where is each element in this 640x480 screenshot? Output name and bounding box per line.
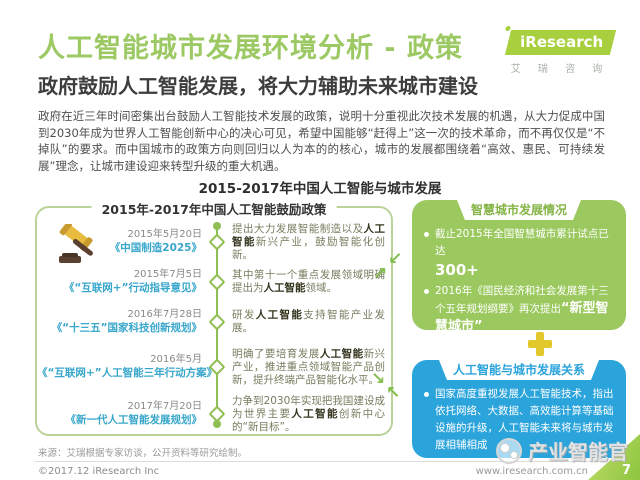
timeline-policy: 《“互联网+”人工智能三年行动方案》 bbox=[37, 367, 218, 379]
iresearch-logo-band: iResearch bbox=[504, 26, 617, 55]
exchange-arrows-icon: ↙ ↗ bbox=[373, 249, 403, 284]
smart-city-box-title: 智慧城市发展情况 bbox=[457, 200, 581, 220]
timeline-desc: 研发人工智能支持智能产业发展。 bbox=[232, 309, 385, 334]
timeline-policy: 《中国制造2025》 bbox=[109, 242, 202, 254]
figure-title: 2015-2017年中国人工智能与城市发展 bbox=[198, 181, 442, 197]
timeline-policy: 《“十三五”国家科技创新规划》 bbox=[51, 322, 202, 334]
timeline-row: 2015年5月20日 《中国制造2025》 提出大力发展智能制造以及人工智能新兴… bbox=[37, 222, 391, 262]
relation-box-title: 人工智能与城市发展关系 bbox=[439, 360, 599, 380]
website-url: www.iresearch.com.cn bbox=[475, 466, 588, 477]
timeline-date: 2016年7月28日 bbox=[127, 309, 202, 320]
logo-chinese-name: 艾 瑞 咨 询 bbox=[510, 64, 610, 75]
timeline-node-icon bbox=[208, 358, 226, 376]
footer-divider bbox=[35, 461, 605, 462]
exchange-arrows-icon: ↘ ↖ bbox=[371, 369, 401, 403]
timeline-node-icon bbox=[208, 273, 226, 291]
watermark-text: 产业智能官 bbox=[528, 440, 628, 464]
page-number: 7 bbox=[621, 463, 631, 478]
intro-paragraph: 政府在近三年时间密集出台鼓励人工智能技术发展的政策，说明十分重视此次技术发展的机… bbox=[38, 109, 605, 173]
bullet-dot-icon bbox=[424, 289, 429, 294]
policy-timeline-box: 2015年-2017年中国人工智能鼓励政策 2015年5月20日 《中国制造20… bbox=[35, 199, 393, 436]
watermark: 产业智能官 bbox=[496, 436, 628, 465]
smart-city-bullet: 2016年《国民经济和社会发展第十三个五年规划纲要》再次提出“新型智慧城市” bbox=[424, 283, 615, 336]
source-note: 来源：艾瑞根据专家访谈，公开资料等研究绘制。 bbox=[38, 448, 248, 459]
timeline-desc: 其中第十一个重点发展领域明确提出为人工智能领域。 bbox=[232, 269, 385, 294]
logo-dot-icon bbox=[504, 26, 512, 31]
timeline-row: 2015年7月5日 《“互联网+”行动指导意见》 其中第十一个重点发展领域明确提… bbox=[37, 262, 391, 302]
new-smart-city-term: “新型智慧城市” bbox=[435, 301, 609, 334]
timeline-policy: 《“互联网+”行动指导意见》 bbox=[63, 282, 202, 294]
smart-city-box: 智慧城市发展情况 截止2015年全国智慧城市累计试点已达 300+ 2016年《国… bbox=[412, 200, 626, 334]
page-subtitle: 政府鼓励人工智能发展，将大力辅助未来城市建设 bbox=[38, 74, 478, 98]
bullet-dot-icon bbox=[424, 232, 429, 237]
copyright: ©2017.12 iResearch Inc bbox=[38, 466, 160, 477]
timeline-node-icon bbox=[208, 233, 226, 251]
watermark-logo-icon bbox=[496, 437, 522, 464]
timeline-policy: 《新一代人工智能发展规划》 bbox=[65, 414, 203, 426]
timeline-row: 2017年7月20日 《新一代人工智能发展规划》 力争到2030年实现把我国建设… bbox=[37, 392, 391, 436]
pilot-count: 300+ bbox=[435, 261, 479, 279]
page-title: 人工智能城市发展环境分析 - 政策 bbox=[38, 33, 464, 64]
iresearch-logo: iResearch 艾 瑞 咨 询 bbox=[504, 26, 617, 75]
ai-city-relation-box: 人工智能与城市发展关系 国家高度重视发展人工智能技术，指出依托网络、大数据、高效… bbox=[412, 360, 626, 458]
bullet-dot-icon bbox=[424, 392, 429, 397]
timeline-date: 2015年7月5日 bbox=[133, 269, 202, 280]
smart-city-bullet: 截止2015年全国智慧城市累计试点已达 300+ bbox=[424, 226, 615, 280]
timeline-row: 2016年5月 《“互联网+”人工智能三年行动方案》 明确了要培育发展人工智能新… bbox=[37, 342, 391, 392]
logo-brand-text: iResearch bbox=[520, 33, 604, 51]
gavel-icon bbox=[53, 221, 101, 270]
timeline-desc: 明确了要培育发展人工智能新兴产业，推进重点领域智能产品创新，提升终端产品智能化水… bbox=[232, 347, 386, 386]
timeline-date: 2016年5月 bbox=[150, 354, 202, 365]
relation-bullet: 国家高度重视发展人工智能技术，指出依托网络、大数据、高效能计算等基础设施的升级，… bbox=[424, 386, 615, 454]
timeline-title: 2015年-2017年中国人工智能鼓励政策 bbox=[91, 199, 337, 218]
plus-icon bbox=[528, 332, 552, 356]
timeline-desc: 力争到2030年实现把我国建设成为世界主要人工智能创新中心的“新目标”。 bbox=[232, 394, 385, 433]
timeline-date: 2015年5月20日 bbox=[127, 229, 202, 240]
timeline-node-icon bbox=[208, 313, 226, 331]
timeline-desc: 提出大力发展智能制造以及人工智能新兴产业，鼓励智能化创新。 bbox=[232, 222, 386, 261]
timeline-row: 2016年7月28日 《“十三五”国家科技创新规划》 研发人工智能支持智能产业发… bbox=[37, 302, 391, 342]
timeline-date: 2017年7月20日 bbox=[127, 401, 202, 412]
timeline-node-icon bbox=[208, 405, 226, 423]
